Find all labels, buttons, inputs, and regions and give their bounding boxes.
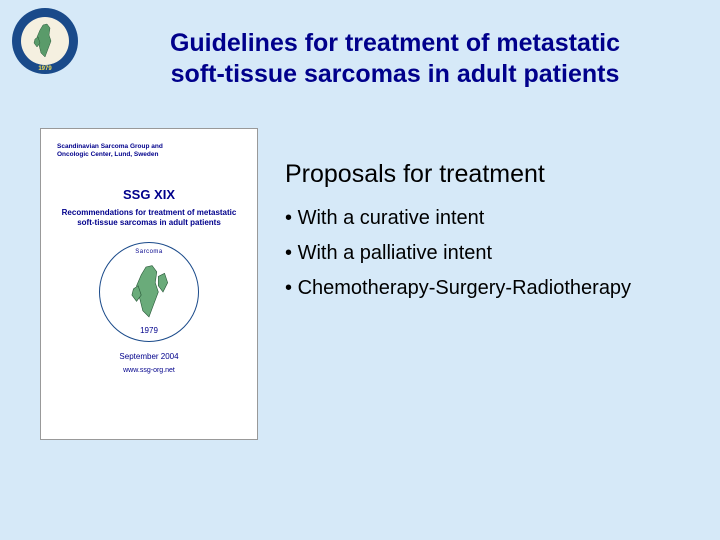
content-block: Proposals for treatment With a curative … bbox=[285, 160, 690, 312]
list-item: With a curative intent bbox=[285, 207, 690, 230]
scandinavia-map-icon bbox=[31, 23, 59, 59]
logo-year: 1979 bbox=[38, 66, 51, 72]
doc-header-line2: Oncologic Center, Lund, Sweden bbox=[57, 151, 241, 159]
doc-header-line1: Scandinavian Sarcoma Group and bbox=[57, 143, 241, 151]
org-logo: 1979 bbox=[12, 8, 78, 74]
doc-code: SSG XIX bbox=[57, 187, 241, 202]
doc-logo-inner bbox=[114, 257, 184, 327]
doc-logo: Sarcoma 1979 bbox=[99, 242, 199, 342]
logo-ring: 1979 bbox=[12, 8, 78, 74]
doc-date: September 2004 bbox=[57, 352, 241, 361]
document-thumbnail: Scandinavian Sarcoma Group and Oncologic… bbox=[40, 128, 258, 440]
doc-url: www.ssg-org.net bbox=[57, 367, 241, 374]
list-item: Chemotherapy-Surgery-Radiotherapy bbox=[285, 277, 690, 300]
bullet-list: With a curative intent With a palliative… bbox=[285, 207, 690, 300]
doc-subtitle: Recommendations for treatment of metasta… bbox=[57, 208, 241, 229]
title-line-1: Guidelines for treatment of metastatic bbox=[170, 29, 620, 57]
scandinavia-map-icon bbox=[127, 264, 171, 320]
doc-logo-arc-text: Sarcoma bbox=[135, 249, 163, 255]
logo-inner bbox=[21, 17, 69, 65]
slide-title: Guidelines for treatment of metastatic s… bbox=[110, 28, 680, 91]
section-title: Proposals for treatment bbox=[285, 160, 690, 189]
doc-header: Scandinavian Sarcoma Group and Oncologic… bbox=[57, 143, 241, 159]
list-item: With a palliative intent bbox=[285, 242, 690, 265]
doc-logo-year: 1979 bbox=[138, 326, 160, 335]
title-line-2: soft-tissue sarcomas in adult patients bbox=[171, 60, 620, 88]
